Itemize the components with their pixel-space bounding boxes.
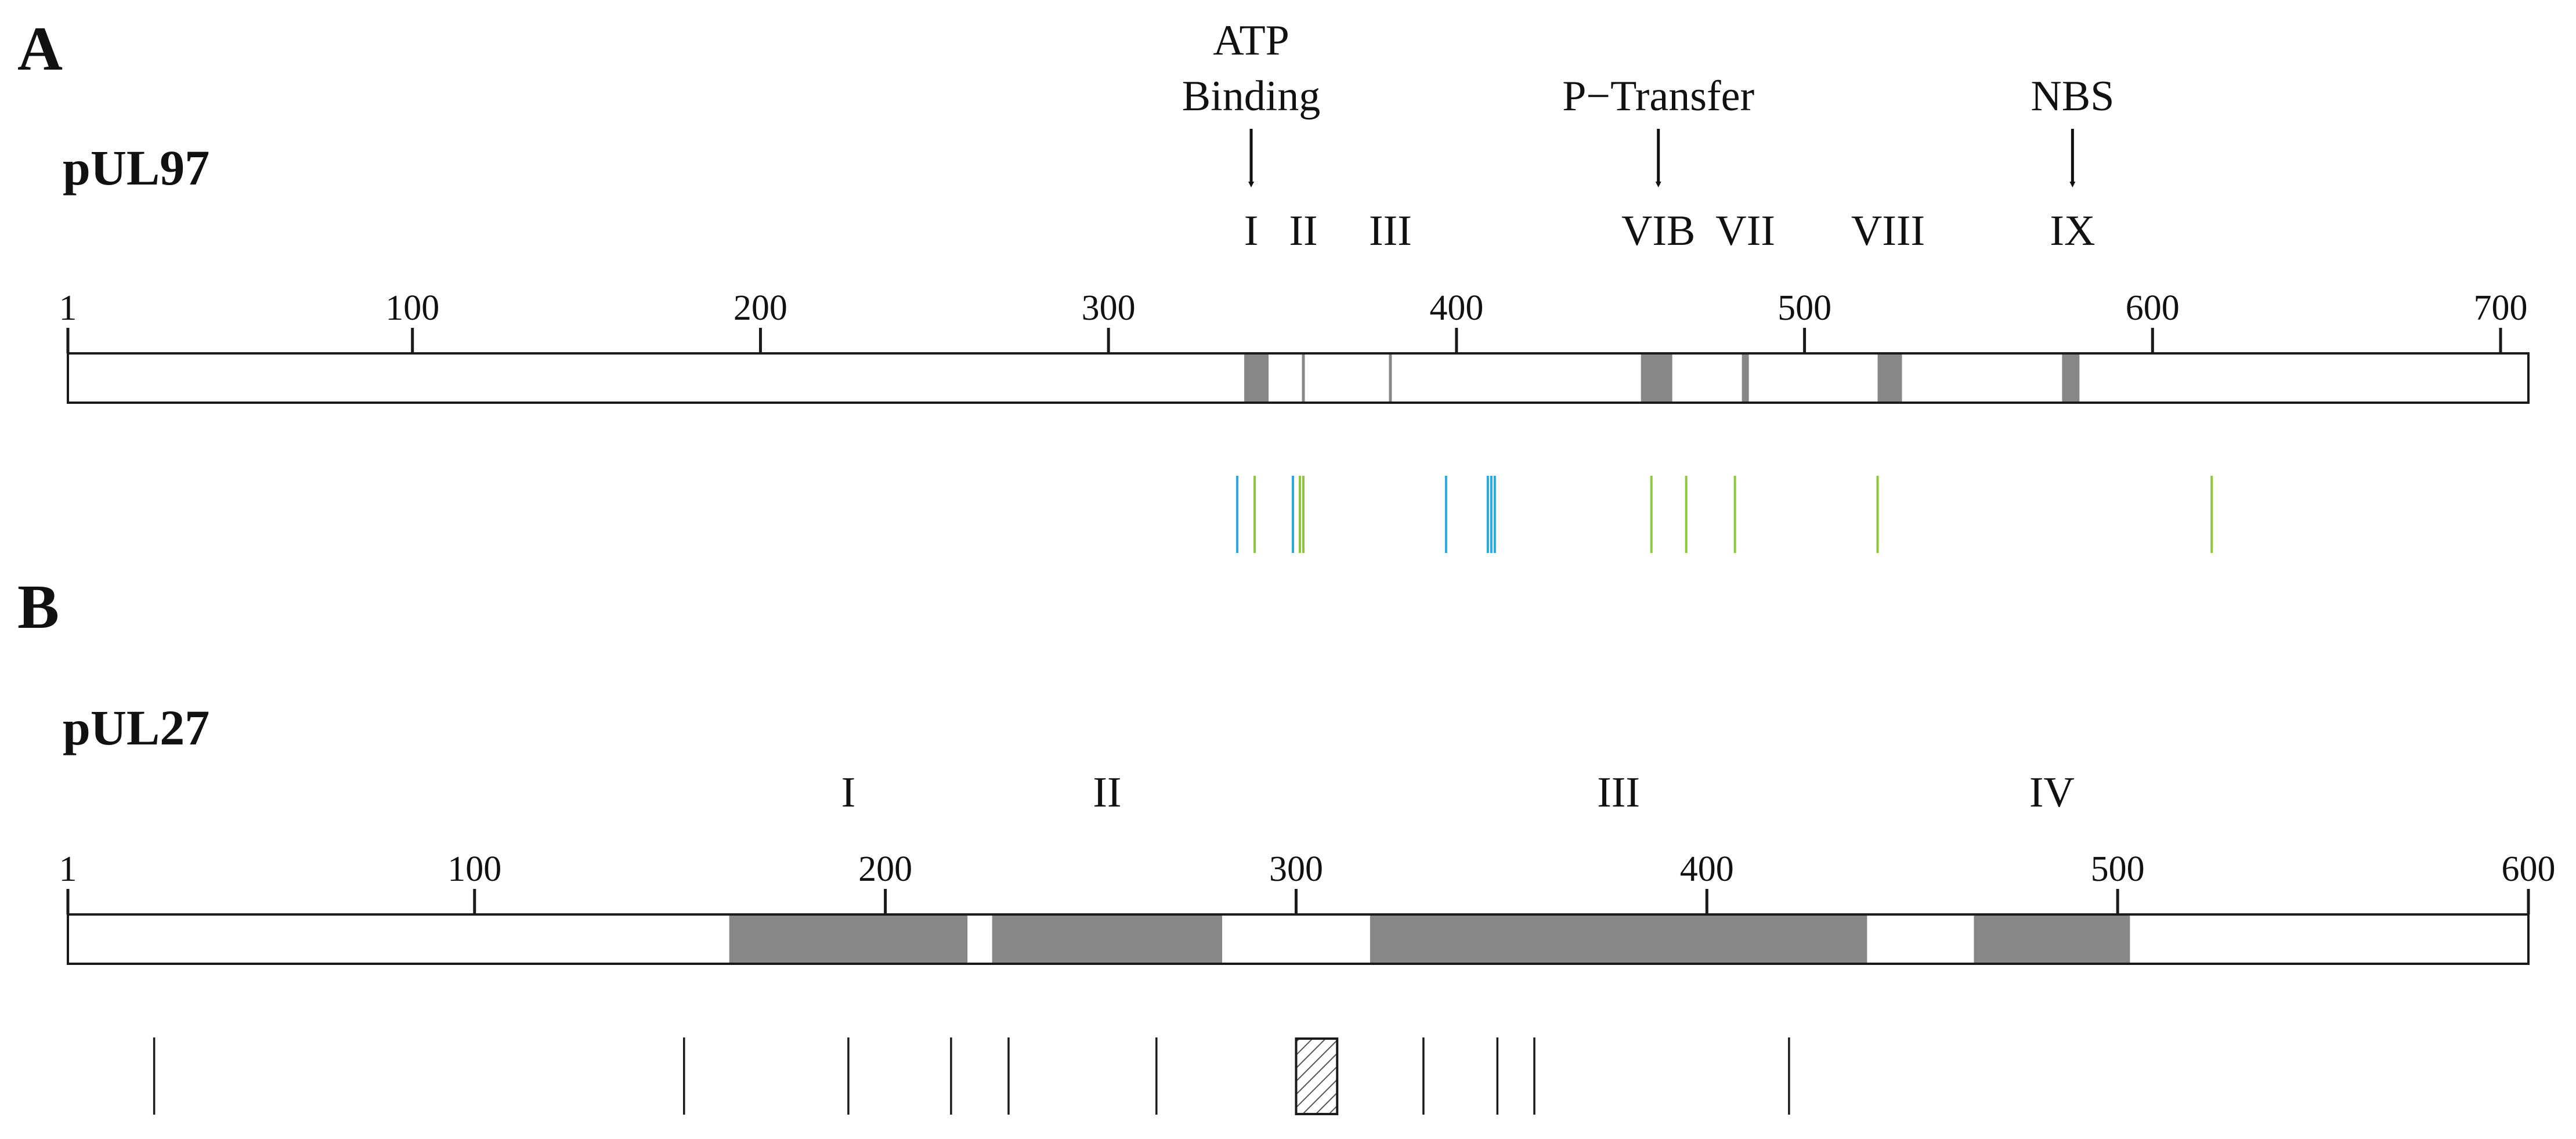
annotation-label: NBS (2031, 73, 2114, 120)
protein-bar-pul97 (67, 352, 2530, 404)
tick-label: 600 (2126, 288, 2180, 328)
resistance-mutations (153, 1037, 1790, 1115)
annotation-label: Binding (1182, 73, 1320, 120)
tick-label: 200 (734, 288, 787, 328)
region-label: II (1093, 769, 1121, 816)
subdomain-I (1244, 355, 1269, 402)
conserved-region-4 (1974, 916, 2130, 963)
protein-name-pul27: pUL27 (63, 700, 209, 755)
annotation-label: ATP (1213, 17, 1289, 64)
tick-label: 1 (59, 849, 77, 889)
subdomain-VIB (1641, 355, 1672, 402)
protein-bar-pul27 (67, 913, 2530, 965)
conserved-regions (729, 916, 2130, 963)
tick-label: 700 (2474, 288, 2528, 328)
subdomain-label: VIB (1621, 207, 1695, 255)
panel-a-letter: A (17, 15, 63, 84)
tick-label: 100 (447, 849, 501, 889)
subdomain-IX (2062, 355, 2080, 402)
tick-label: 500 (2091, 849, 2145, 889)
resistance-mutations (1236, 476, 2213, 553)
tick-label: 400 (1680, 849, 1734, 889)
tick-label: 600 (2502, 849, 2556, 889)
annotation-label: P−Transfer (1562, 73, 1754, 120)
kinase-subdomains (1244, 355, 2080, 402)
subdomain-labels: I II III VIB VII VIII IX (1244, 207, 2096, 255)
subdomain-label: IX (2050, 207, 2095, 255)
conserved-region-1 (729, 916, 968, 963)
tick-label: 300 (1082, 288, 1136, 328)
region-label: I (841, 769, 856, 816)
panel-b: B pUL27 I II III IV 1 100 200 300 400 500 600 (17, 573, 2556, 1115)
functional-annotations: ATP Binding P−Transfer NBS (1182, 17, 2114, 187)
region-labels: I II III IV (841, 769, 2075, 816)
subdomain-label: II (1289, 207, 1317, 255)
subdomain-label: III (1369, 207, 1412, 255)
conserved-region-2 (992, 916, 1223, 963)
axis-ticks: 1 100 200 300 400 500 600 (59, 849, 2556, 914)
subdomain-VII (1742, 355, 1749, 402)
tick-label: 1 (59, 288, 77, 328)
panel-b-letter: B (17, 573, 59, 642)
deletion-box (1295, 1037, 1339, 1115)
tick-label: 200 (858, 849, 912, 889)
tick-label: 300 (1269, 849, 1323, 889)
tick-label: 500 (1777, 288, 1831, 328)
protein-name-pul97: pUL97 (63, 140, 209, 196)
subdomain-label: VIII (1851, 207, 1925, 255)
conserved-region-3 (1370, 916, 1867, 963)
tick-label: 100 (385, 288, 439, 328)
subdomain-label: VII (1715, 207, 1775, 255)
tick-label: 400 (1429, 288, 1483, 328)
region-label: IV (2029, 769, 2075, 816)
region-label: III (1597, 769, 1640, 816)
subdomain-label: I (1244, 207, 1259, 255)
axis-ticks: 1 100 200 300 400 500 600 700 (59, 288, 2528, 353)
subdomain-VIII (1877, 355, 1902, 402)
